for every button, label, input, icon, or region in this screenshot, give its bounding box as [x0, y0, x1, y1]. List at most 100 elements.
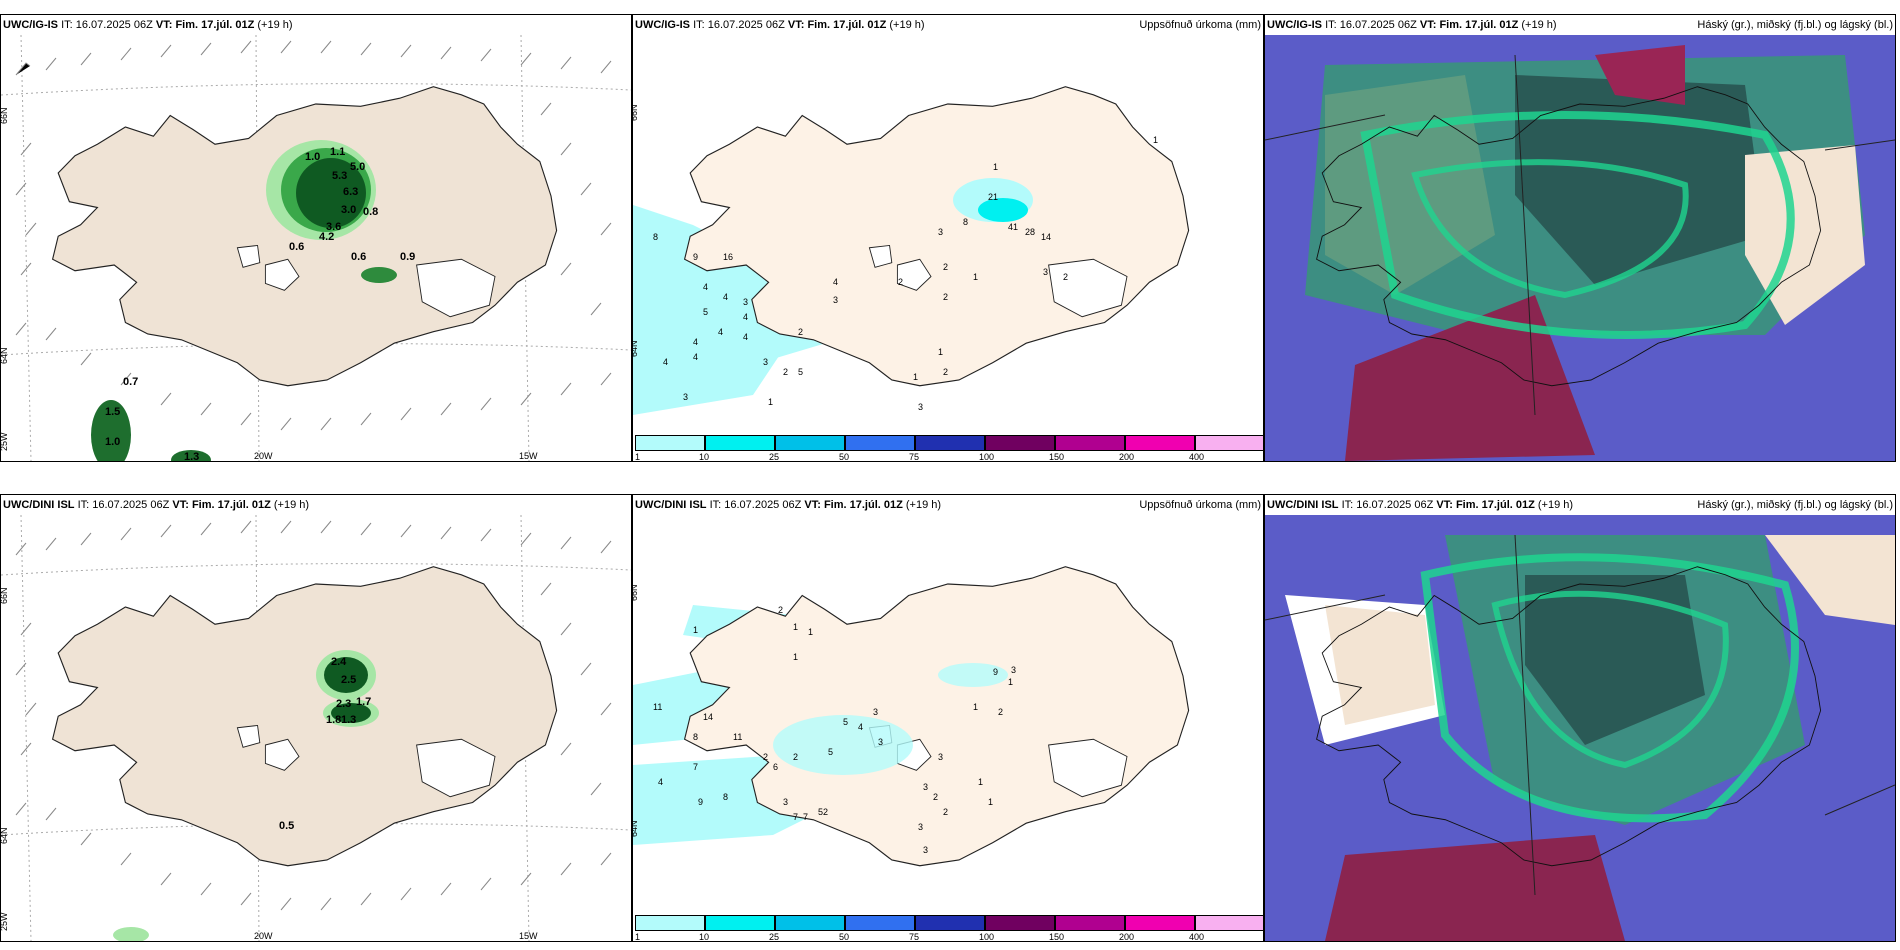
- vt-prefix: VT:: [1419, 19, 1437, 31]
- panel-header: UWC/DINI ISL IT: 16.07.2025 06Z VT: Fim.…: [633, 495, 1263, 515]
- colorbar: 1 10 25 50 75 100 150 200 400: [633, 433, 1263, 461]
- precip-value: 1: [768, 397, 773, 407]
- green-label: 0.8: [363, 206, 378, 218]
- colorbar-tick: 100: [979, 932, 995, 942]
- precip-value: 1: [973, 702, 978, 712]
- valid-time: Fim. 17.júl. 01Z: [1439, 19, 1519, 31]
- green-label: 0.5: [279, 820, 294, 832]
- vt-prefix: VT:: [172, 499, 189, 511]
- precip-value: 2: [943, 262, 948, 272]
- precip-value: 1: [978, 777, 983, 787]
- field-title: Uppsöfnuð úrkoma (mm): [1139, 19, 1261, 31]
- precip-value: 16: [723, 252, 733, 262]
- init-time: 16.07.2025 06Z: [1356, 499, 1434, 511]
- vt-prefix: VT:: [804, 499, 821, 511]
- precip-value: 7: [693, 762, 698, 772]
- lat-label: 64N: [1, 347, 9, 364]
- precip-value: 5: [843, 717, 848, 727]
- field-title: Uppsöfnuð úrkoma (mm): [1139, 499, 1261, 511]
- colorbar-segment: [1125, 435, 1195, 451]
- precip-value: 2: [798, 327, 803, 337]
- precip-value: 1: [693, 625, 698, 635]
- lon-label: 15W: [519, 451, 538, 461]
- colorbar-segment: [775, 915, 845, 931]
- colorbar-segment: [1195, 915, 1263, 931]
- precip-value: 28: [1025, 227, 1035, 237]
- precip-value: 1: [938, 347, 943, 357]
- precip-value: 3: [938, 227, 943, 237]
- green-label: 1.7: [356, 696, 371, 708]
- precip-value: 5: [798, 367, 803, 377]
- it-prefix: IT:: [77, 499, 90, 511]
- precip-value: 8: [693, 732, 698, 742]
- precip-value: 9: [693, 252, 698, 262]
- precip-value: 1: [993, 162, 998, 172]
- precip-value: 1: [1153, 135, 1158, 145]
- precip-value: 3: [683, 392, 688, 402]
- it-prefix: IT:: [693, 19, 705, 31]
- precip-value: 2: [998, 707, 1003, 717]
- it-prefix: IT:: [1325, 19, 1337, 31]
- precip-value: 5: [828, 747, 833, 757]
- green-label: 5.3: [332, 170, 347, 182]
- panel-bottom-clouds: UWC/DINI ISL IT: 16.07.2025 06Z VT: Fim.…: [1264, 494, 1896, 942]
- precip-blobs: [113, 650, 379, 941]
- green-label: 1.3: [341, 714, 356, 726]
- vt-prefix: VT:: [787, 19, 805, 31]
- lon-label: 20W: [254, 451, 273, 461]
- colorbar-tick: 150: [1049, 452, 1065, 462]
- init-time: 16.07.2025 06Z: [92, 499, 170, 511]
- precip-value: 3: [763, 357, 768, 367]
- colorbar-tick: 200: [1119, 452, 1135, 462]
- colorbar-segment: [1055, 915, 1125, 931]
- precip-value: 3: [918, 402, 923, 412]
- init-time: 16.07.2025 06Z: [1339, 19, 1417, 31]
- wind-barbs: [15, 520, 612, 911]
- precip-blobs: [91, 140, 397, 461]
- lat-label: 66N: [633, 584, 639, 601]
- colorbar: 1 10 25 50 75 100 150 200 400: [633, 913, 1263, 941]
- precip-value: 2: [1063, 272, 1068, 282]
- precip-value: 8: [653, 232, 658, 242]
- init-time: 16.07.2025 06Z: [707, 19, 785, 31]
- field-title: Háský (gr.), miðský (fj.bl.) og lágský (…: [1697, 19, 1893, 31]
- colorbar-segment: [1055, 435, 1125, 451]
- precip-value: 4: [718, 327, 723, 337]
- green-label: 2.3: [336, 698, 351, 710]
- lead-time: (+19 h): [889, 19, 925, 31]
- precip-value: 11: [653, 702, 662, 712]
- init-time: 16.07.2025 06Z: [75, 19, 153, 31]
- precip-value: 1: [793, 652, 798, 662]
- green-label: 3.6: [326, 221, 341, 233]
- model-name: UWC/DINI ISL: [3, 499, 75, 511]
- precip-value: 14: [703, 712, 713, 722]
- lon-label: 15W: [519, 931, 538, 941]
- field-title: Háský (gr.), miðský (fj.bl.) og lágský (…: [1697, 499, 1893, 511]
- precip-value: 41: [1008, 222, 1018, 232]
- model-name: UWC/IG-IS: [3, 19, 58, 31]
- colorbar-segment: [705, 915, 775, 931]
- colorbar-segment: [985, 915, 1055, 931]
- panel-bottom-precip: UWC/DINI ISL IT: 16.07.2025 06Z VT: Fim.…: [632, 494, 1264, 942]
- precip-value: 7: [793, 812, 798, 822]
- panel-header: UWC/IG-IS IT: 16.07.2025 06Z VT: Fim. 17…: [1, 15, 631, 35]
- colorbar-segment: [1195, 435, 1263, 451]
- colorbar-tick: 400: [1189, 452, 1205, 462]
- colorbar-tick: 10: [699, 452, 710, 462]
- lat-label: 66N: [1, 107, 9, 124]
- precip-value: 9: [993, 667, 998, 677]
- green-label: 5.0: [350, 161, 365, 173]
- valid-time: Fim. 17.júl. 01Z: [807, 19, 887, 31]
- precip-value: 1: [808, 627, 813, 637]
- precip-value: 4: [663, 357, 668, 367]
- colorbar-tick: 100: [979, 452, 995, 462]
- colorbar-segment: [635, 435, 705, 451]
- green-label: 2.5: [341, 674, 356, 686]
- precip-value: 2: [783, 367, 788, 377]
- panel-header: UWC/IG-IS IT: 16.07.2025 06Z VT: Fim. 17…: [633, 15, 1263, 35]
- green-label: 1.5: [105, 406, 120, 418]
- model-name: UWC/IG-IS: [635, 19, 690, 31]
- green-label: 0.6: [351, 251, 366, 263]
- precip-value: 2: [823, 807, 828, 817]
- lat-label: 66N: [633, 104, 639, 121]
